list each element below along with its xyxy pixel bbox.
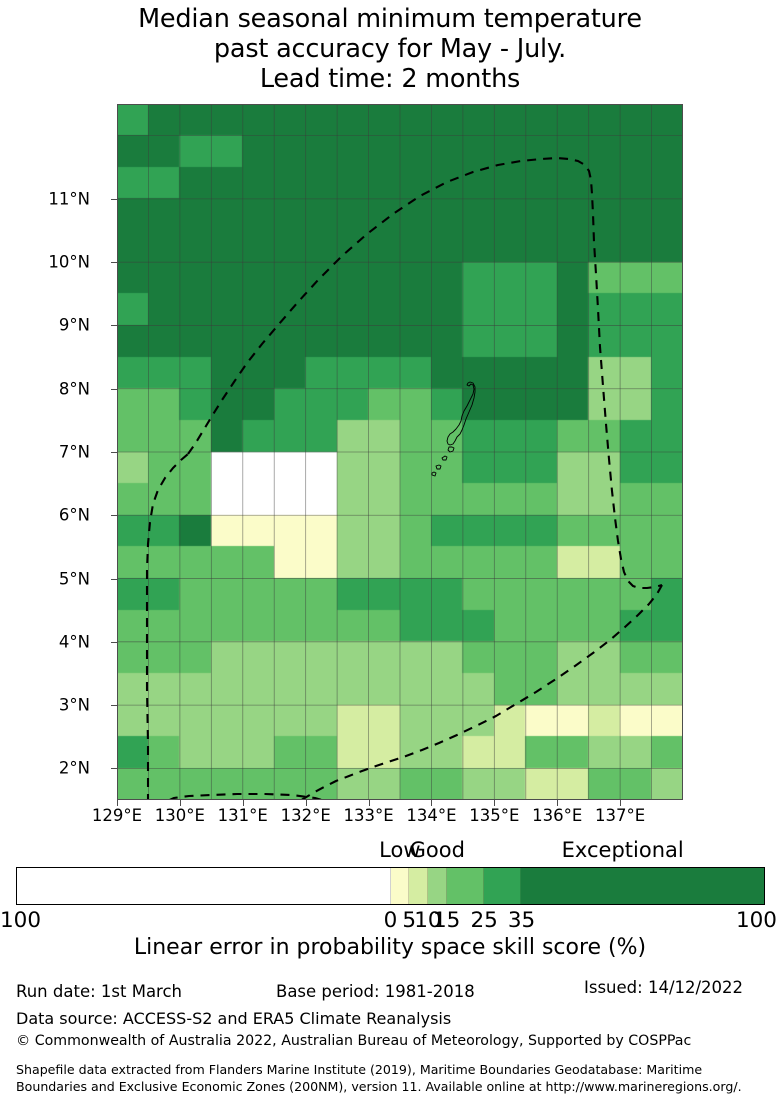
shapefile-attribution-text: Shapefile data extracted from Flanders M… — [16, 1062, 742, 1094]
y-axis-tick-label: 3°N — [58, 695, 90, 715]
colorbar-tick-label: 5 — [402, 908, 417, 933]
colorbar-tick-label: 100 — [0, 908, 42, 933]
colorbar-tick-label: 100 — [735, 908, 777, 933]
colorbar-quality-label: Low — [379, 838, 421, 862]
x-axis-tick-label: 136°E — [532, 806, 583, 825]
colorbar-segment — [409, 868, 428, 904]
x-axis-tick-label: 134°E — [406, 806, 457, 825]
title-line-2: past accuracy for May - July. — [213, 34, 567, 65]
x-axis-tick-mark — [117, 800, 118, 806]
colorbar-tick-label: 0 — [383, 908, 398, 933]
x-axis-tick-label: 129°E — [91, 806, 143, 825]
x-axis-tick-label: 132°E — [280, 806, 331, 825]
y-axis-tick-label: 6°N — [58, 505, 90, 525]
x-axis-tick-mark — [368, 800, 370, 806]
y-axis-tick-mark — [111, 262, 117, 264]
x-axis-tick-label: 133°E — [343, 806, 394, 825]
heatmap-cells — [117, 104, 683, 800]
colorbar-tick-label: 35 — [507, 908, 536, 933]
y-axis-tick-label: 7°N — [58, 442, 90, 462]
y-axis-tick-label: 2°N — [58, 758, 90, 778]
colorbar-tick-label: 10 — [414, 908, 442, 933]
y-axis-tick-label: 5°N — [58, 569, 90, 589]
y-axis-tick-label: 10°N — [48, 252, 90, 272]
data-source-text: Data source: ACCESS-S2 and ERA5 Climate … — [16, 1009, 452, 1028]
colorbar-quality-label: Exceptional — [561, 838, 684, 862]
y-axis-tick-label: 11°N — [48, 189, 90, 209]
x-axis-tick-mark — [557, 800, 559, 806]
x-axis-tick-mark — [620, 800, 622, 806]
x-axis-tick-label: 131°E — [217, 806, 268, 825]
x-axis-tick-mark — [494, 800, 496, 806]
y-axis-tick-mark — [111, 641, 117, 643]
y-axis-tick-label: 8°N — [58, 379, 90, 399]
run-date-text: Run date: 1st March — [16, 982, 182, 1001]
y-axis-tick-mark — [111, 325, 117, 327]
y-axis-tick-mark — [111, 452, 117, 453]
y-axis-tick-mark — [111, 768, 117, 770]
colorbar-tick-label: 15 — [432, 908, 461, 933]
colorbar-segment — [390, 868, 410, 904]
y-axis-tick-label: 4°N — [58, 632, 90, 652]
colorbar-caption: Linear error in probability space skill … — [133, 935, 647, 960]
x-axis-tick-mark — [242, 800, 244, 806]
colorbar-segment — [483, 868, 522, 904]
colorbar-gradient — [16, 867, 765, 905]
x-axis-tick-label: 130°E — [154, 806, 205, 825]
colorbar: Low Good Exceptional 100 0 5 10 15 25 35 100 Line… — [0, 838, 780, 960]
x-axis-tick-mark — [179, 800, 181, 806]
heatmap-plot — [117, 104, 683, 800]
base-period-text: Base period: 1981-2018 — [276, 982, 475, 1001]
colorbar-quality-label: Good — [409, 838, 465, 862]
title-line-3: Lead time: 2 months — [259, 64, 521, 95]
issued-date-text: Issued: 14/12/2022 — [584, 978, 744, 997]
x-axis-tick-mark — [431, 800, 433, 806]
x-axis-tick-mark — [305, 800, 307, 806]
colorbar-segment — [446, 868, 484, 904]
x-axis-tick-label: 135°E — [469, 806, 520, 825]
y-axis-tick-mark — [111, 705, 117, 707]
colorbar-segment — [17, 868, 391, 904]
chart-title: Median seasonal minimum temperature past… — [0, 4, 780, 94]
colorbar-segment — [521, 868, 764, 904]
copyright-text: © Commonwealth of Australia 2022, Austra… — [16, 1033, 692, 1049]
colorbar-tick-label: 25 — [470, 908, 498, 933]
title-line-1: Median seasonal minimum temperature — [138, 4, 642, 34]
y-axis-tick-label: 9°N — [58, 315, 90, 335]
y-axis-tick-mark — [111, 515, 117, 517]
x-axis-tick-label: 137°E — [595, 806, 646, 825]
colorbar-segment — [427, 868, 447, 904]
y-axis-tick-mark — [111, 198, 117, 200]
y-axis-tick-mark — [111, 388, 117, 390]
y-axis-tick-mark — [111, 578, 117, 580]
